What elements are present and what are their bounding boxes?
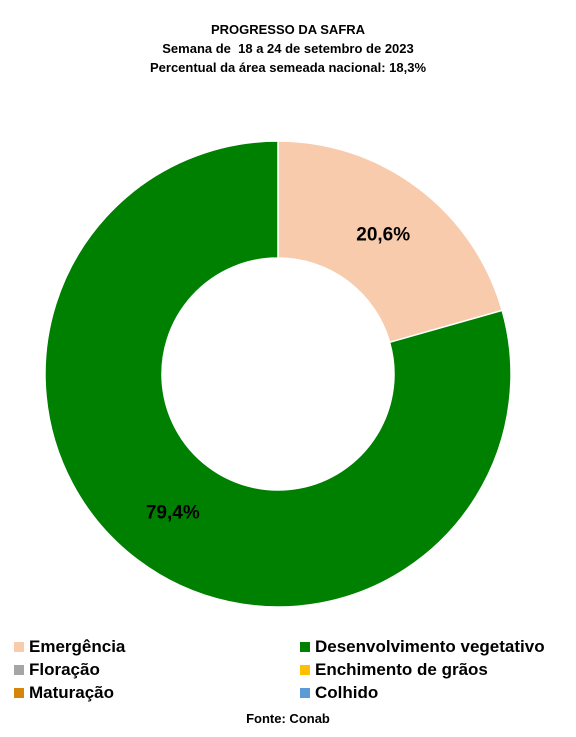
- legend-item-enchimento: Enchimento de grãos: [300, 660, 488, 680]
- chart-titles: PROGRESSO DA SAFRA Semana de 18 a 24 de …: [0, 20, 576, 77]
- legend-item-floracao: Floração: [14, 660, 100, 680]
- legend-swatch: [300, 665, 310, 675]
- legend-swatch: [14, 642, 24, 652]
- donut-chart: 20,6% 79,4%: [44, 140, 512, 608]
- legend-swatch: [14, 688, 24, 698]
- donut-data-label-1: 79,4%: [146, 503, 200, 524]
- legend-label: Colhido: [315, 683, 379, 702]
- legend-label: Enchimento de grãos: [315, 660, 488, 679]
- legend-swatch: [14, 665, 24, 675]
- chart-title: PROGRESSO DA SAFRA: [210, 22, 366, 37]
- legend-swatch: [300, 688, 310, 698]
- legend-label: Floração: [29, 660, 100, 679]
- donut-slice-1: [44, 140, 512, 608]
- legend-item-maturacao: Maturação: [14, 683, 114, 703]
- donut-data-label-0: 20,6%: [356, 224, 410, 245]
- chart-subtitle: Semana de 18 a 24 de setembro de 2023: [162, 41, 414, 56]
- donut-slice-0: [277, 140, 504, 344]
- legend-label: Maturação: [29, 683, 115, 702]
- legend-label: Emergência: [29, 637, 126, 656]
- legend-label: Desenvolvimento vegetativo: [315, 637, 545, 656]
- legend-item-colhido: Colhido: [300, 683, 378, 703]
- chart-subtitle-area: Percentual da área semeada nacional: 18,…: [149, 60, 427, 75]
- legend-swatch: [300, 642, 310, 652]
- legend-item-desenvolvimento: Desenvolvimento vegetativo: [300, 637, 545, 657]
- legend-item-emergencia: Emergência: [14, 637, 125, 657]
- chart-source: Fonte: Conab: [246, 711, 330, 726]
